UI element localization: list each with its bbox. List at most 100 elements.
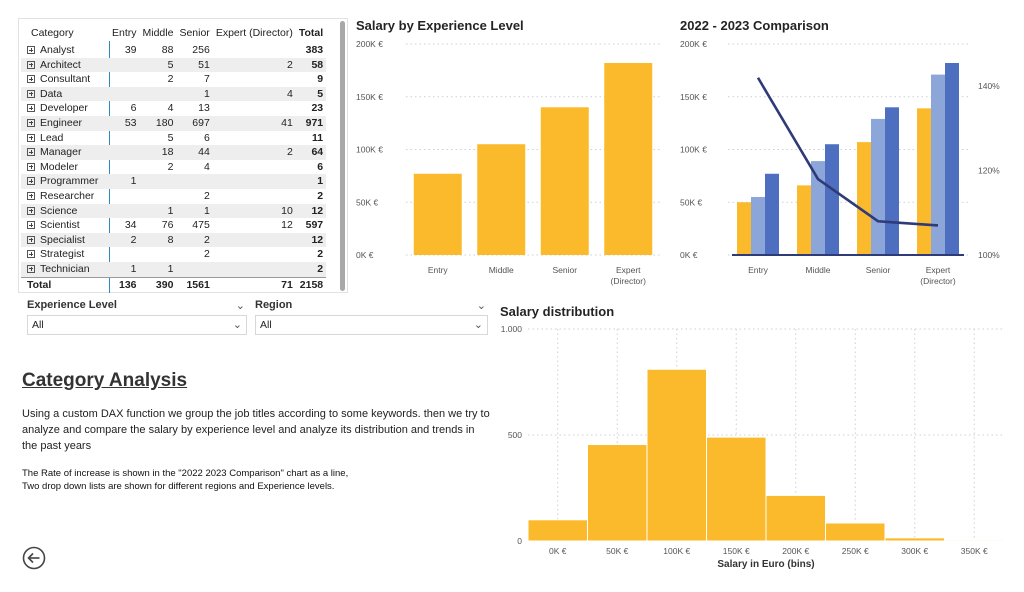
expand-plus-icon[interactable] (27, 264, 35, 273)
category-label: Consultant (40, 73, 91, 86)
expand-plus-icon[interactable] (27, 235, 35, 244)
y2-tick-label: 140% (978, 81, 1000, 91)
bar-2023 (765, 173, 779, 255)
cell-senior (176, 174, 213, 189)
cell-total: 383 (305, 44, 324, 56)
chart2-title: 2022 - 2023 Comparison (680, 18, 829, 33)
x-tick-label: Entry (428, 265, 449, 275)
y-tick-label: 1.000 (501, 324, 523, 334)
header-senior[interactable]: Senior (179, 27, 210, 39)
x-tick-label: 100K € (663, 546, 690, 556)
table-row[interactable]: Modeler 2 4 6 (21, 160, 326, 175)
header-expert[interactable]: Expert (Director) (215, 27, 293, 39)
total-expert: 71 (212, 276, 296, 293)
region-dropdown[interactable]: All ⌄ (255, 315, 488, 335)
table-row[interactable]: Specialist 2 8 2 12 (21, 232, 327, 248)
table-row[interactable]: Programmer 1 1 (21, 174, 327, 189)
expand-plus-icon[interactable] (27, 162, 35, 171)
cell-expert (213, 189, 296, 204)
x-tick-label: Senior (866, 265, 891, 275)
y-tick-label: 200K € (680, 39, 707, 49)
cell-expert (213, 131, 296, 146)
bar-2021 (857, 142, 871, 255)
x-tick-label: 50K € (606, 546, 628, 556)
cell-expert: 12 (281, 219, 293, 232)
expand-plus-icon[interactable] (27, 75, 35, 84)
bar (604, 62, 653, 256)
region-label: Region (255, 299, 293, 311)
table-row[interactable]: Strategist 2 2 (21, 247, 326, 262)
expand-plus-icon[interactable] (27, 206, 35, 215)
cell-senior: 7 (203, 73, 210, 86)
cell-total: 6 (317, 160, 324, 173)
cell-middle: 2 (167, 73, 174, 86)
expand-plus-icon[interactable] (27, 104, 35, 113)
y-tick-label: 100K € (356, 145, 383, 155)
cell-expert: 2 (212, 57, 296, 73)
histogram-bar (646, 368, 707, 542)
table-row[interactable]: Architect 5 51 2 58 (21, 57, 327, 73)
header-middle[interactable]: Middle (142, 27, 174, 39)
expand-plus-icon[interactable] (27, 118, 35, 127)
y-tick-label: 0 (517, 536, 522, 546)
expand-plus-icon[interactable] (27, 177, 35, 186)
table-row[interactable]: Science 1 1 10 12 (21, 203, 327, 219)
experience-level-dropdown[interactable]: All ⌄ (27, 315, 247, 335)
header-total[interactable]: Total (298, 27, 324, 39)
cell-senior: 13 (198, 102, 210, 115)
table-row[interactable]: Analyst 39 88 256 383 (21, 43, 326, 58)
cell-expert (212, 174, 296, 189)
cell-expert: 4 (212, 86, 296, 102)
chevron-down-icon[interactable]: ⌄ (476, 300, 486, 312)
cell-expert (213, 72, 296, 87)
cell-middle: 76 (161, 219, 174, 232)
table-row[interactable]: Consultant 2 7 9 (21, 72, 326, 87)
table-row[interactable]: Engineer 53 180 697 41 971 (21, 115, 327, 131)
cell-middle: 1 (139, 261, 177, 277)
table-row[interactable]: Developer 6 4 13 23 (21, 101, 326, 116)
category-label: Specialist (40, 233, 85, 246)
table-row[interactable]: Researcher 2 2 (21, 189, 326, 204)
x-tick-label: Entry (748, 265, 769, 275)
cell-expert: 41 (212, 115, 296, 131)
back-arrow-icon[interactable] (22, 546, 46, 570)
x-tick-label: Expert (616, 265, 641, 275)
table-row[interactable]: Technician 1 1 2 (21, 261, 327, 277)
category-label: Scientist (40, 219, 80, 232)
expand-plus-icon[interactable] (27, 191, 35, 200)
expand-plus-icon[interactable] (27, 89, 35, 98)
chevron-down-icon[interactable]: ⌄ (235, 300, 245, 312)
x-tick-label: 300K € (901, 546, 928, 556)
category-label: Researcher (40, 189, 95, 202)
header-entry[interactable]: Entry (112, 27, 137, 39)
expand-plus-icon[interactable] (27, 250, 35, 259)
cell-total: 64 (295, 145, 327, 160)
cell-middle: 18 (139, 145, 177, 160)
table-row[interactable]: Scientist 34 76 475 12 597 (21, 218, 326, 233)
cell-expert: 10 (212, 203, 296, 219)
histogram-bar (944, 539, 1005, 542)
table-row[interactable]: Data 1 4 5 (21, 86, 327, 102)
chevron-down-icon: ⌄ (473, 319, 483, 331)
matrix-scrollbar[interactable] (340, 21, 345, 291)
cell-total: 12 (295, 203, 327, 219)
chevron-down-icon: ⌄ (232, 319, 242, 331)
expand-plus-icon[interactable] (27, 133, 35, 142)
cell-entry (109, 203, 140, 219)
cell-middle: 8 (139, 232, 177, 248)
cell-total: 5 (295, 86, 327, 102)
expand-plus-icon[interactable] (27, 60, 35, 69)
category-label: Architect (40, 58, 81, 71)
cell-entry: 2 (109, 232, 140, 248)
rate-of-increase-line (756, 77, 939, 227)
expand-plus-icon[interactable] (27, 221, 35, 230)
expand-plus-icon[interactable] (27, 148, 35, 157)
table-row[interactable]: Manager 18 44 2 64 (21, 145, 327, 160)
header-category[interactable]: Category (31, 27, 74, 39)
expand-plus-icon[interactable] (27, 46, 35, 54)
matrix-header-row: Category Entry Middle Senior Expert (Dir… (21, 23, 326, 43)
category-matrix-table: Category Entry Middle Senior Expert (Dir… (18, 18, 348, 293)
bar (540, 107, 589, 255)
x-tick-label: (Director) (611, 276, 647, 286)
table-row[interactable]: Lead 5 6 11 (21, 131, 326, 146)
